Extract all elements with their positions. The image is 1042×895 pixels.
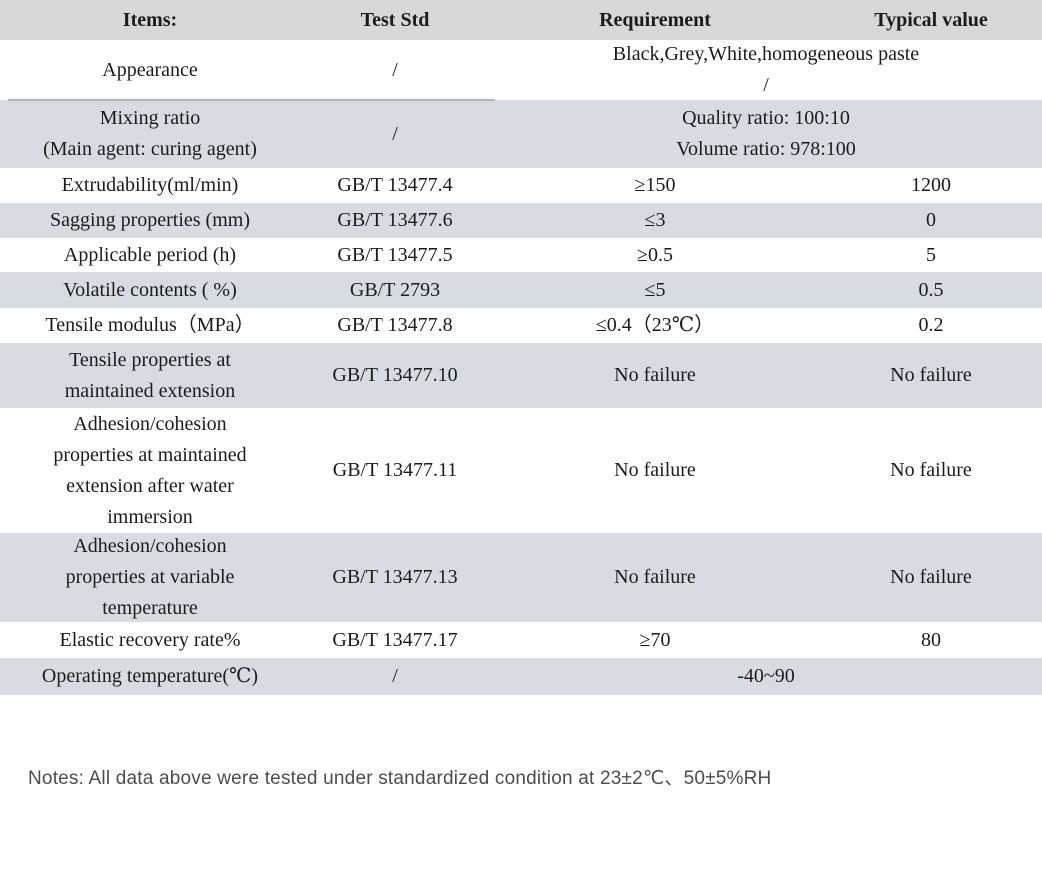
cell-test-std: / [392,58,398,81]
header-items: Items: [122,8,178,31]
cell-requirement: ≤0.4（23℃） [595,314,715,336]
table-header-row: Items: Test Std Requirement Typical valu… [0,0,1042,40]
cell-line: Adhesion/cohesion [73,412,227,435]
cell-test-std: GB/T 13477.11 [332,459,458,481]
cell-item: Extrudability(ml/min) [61,174,239,196]
table-row-appearance: Appearance / Black,Grey,White,homogeneou… [0,40,1042,100]
cell-line: Adhesion/cohesion [73,535,227,557]
cell-test-std: GB/T 13477.4 [337,174,453,196]
notes-text: Notes: All data above were tested under … [28,768,772,789]
cell-test-std: GB/T 13477.17 [332,628,458,651]
table-row-operating-temperature: Operating temperature(℃) / -40~90 [0,658,1042,695]
cell-line: Quality ratio: 100:10 [682,107,850,129]
table-row-adhesion-water-immersion: Adhesion/cohesion properties at maintain… [0,408,1042,533]
cell-test-std: / [392,122,398,145]
cell-line: Volume ratio: 978:100 [676,138,856,160]
cell-test-std: GB/T 13477.6 [337,209,453,231]
cell-line: Tensile properties at [69,348,231,371]
cell-line: extension after water [66,474,234,497]
cell-line: Appearance [102,58,198,81]
table-border-fragment [8,99,495,101]
cell-line: temperature [102,597,198,619]
cell-test-std: GB/T 13477.10 [332,364,458,386]
cell-test-std: GB/T 13477.13 [332,566,458,588]
cell-requirement: No failure [614,364,696,386]
cell-requirement-typical-merged: -40~90 [737,665,795,687]
cell-test-std: / [392,665,398,687]
cell-item: Volatile contents ( %) [63,278,237,301]
cell-typical-value: 5 [926,243,936,266]
table-row-sagging: Sagging properties (mm) GB/T 13477.6 ≤3 … [0,203,1042,238]
table-row-extrudability: Extrudability(ml/min) GB/T 13477.4 ≥150 … [0,168,1042,203]
cell-requirement-typical-merged: Black,Grey,White,homogeneous paste / [490,40,1042,100]
spec-table: Items: Test Std Requirement Typical valu… [0,0,1042,695]
cell-requirement: ≥0.5 [637,243,673,266]
cell-requirement-typical-merged: Quality ratio: 100:10 Volume ratio: 978:… [490,100,1042,168]
cell-typical-value: 0.2 [918,314,944,336]
cell-test-std: GB/T 13477.8 [337,314,453,336]
cell-requirement: ≤5 [644,278,666,301]
table-row-tensile-modulus: Tensile modulus（MPa） GB/T 13477.8 ≤0.4（2… [0,308,1042,343]
cell-requirement: ≥150 [634,174,676,196]
header-test-std: Test Std [360,8,430,31]
cell-line: Black,Grey,White,homogeneous paste [612,43,920,65]
cell-line: maintained extension [64,379,236,402]
cell-item: Tensile modulus（MPa） [45,314,255,336]
table-row-mixing-ratio: Mixing ratio (Main agent: curing agent) … [0,100,1042,168]
table-row-volatile-contents: Volatile contents ( %) GB/T 2793 ≤5 0.5 [0,272,1042,308]
cell-typical-value: No failure [890,364,972,386]
cell-line: immersion [107,505,193,528]
cell-line: properties at variable [65,566,235,588]
cell-item: Adhesion/cohesion properties at maintain… [0,408,300,533]
cell-requirement: No failure [614,566,696,588]
cell-typical-value: 0.5 [918,278,944,301]
cell-line: Mixing ratio [99,107,201,129]
cell-requirement: ≤3 [644,209,666,231]
cell-test-std: GB/T 2793 [349,278,441,301]
cell-test-std: GB/T 13477.5 [337,243,453,266]
cell-typical-value: 0 [926,209,936,231]
cell-line: (Main agent: curing agent) [43,138,257,160]
cell-item: Tensile properties at maintained extensi… [0,343,300,408]
cell-requirement: ≥70 [639,628,671,651]
table-row-elastic-recovery: Elastic recovery rate% GB/T 13477.17 ≥70… [0,622,1042,658]
header-requirement: Requirement [599,8,711,31]
table-row-adhesion-variable-temperature: Adhesion/cohesion properties at variable… [0,533,1042,622]
header-typical-value: Typical value [874,8,988,31]
cell-item: Adhesion/cohesion properties at variable… [0,533,300,622]
cell-typical-value: No failure [890,566,972,588]
table-row-applicable-period: Applicable period (h) GB/T 13477.5 ≥0.5 … [0,238,1042,272]
cell-typical-value: No failure [890,459,972,481]
cell-line: properties at maintained [53,443,247,466]
cell-requirement: No failure [614,459,696,481]
cell-line: / [763,74,769,96]
cell-typical-value: 80 [921,628,941,651]
cell-item: Mixing ratio (Main agent: curing agent) [0,100,300,168]
cell-item: Sagging properties (mm) [50,209,250,231]
cell-item: Applicable period (h) [63,243,237,266]
cell-typical-value: 1200 [911,174,951,196]
table-row-tensile-properties: Tensile properties at maintained extensi… [0,343,1042,408]
cell-item: Operating temperature(℃) [41,665,259,687]
cell-item: Appearance [0,40,300,100]
cell-item: Elastic recovery rate% [59,628,241,651]
